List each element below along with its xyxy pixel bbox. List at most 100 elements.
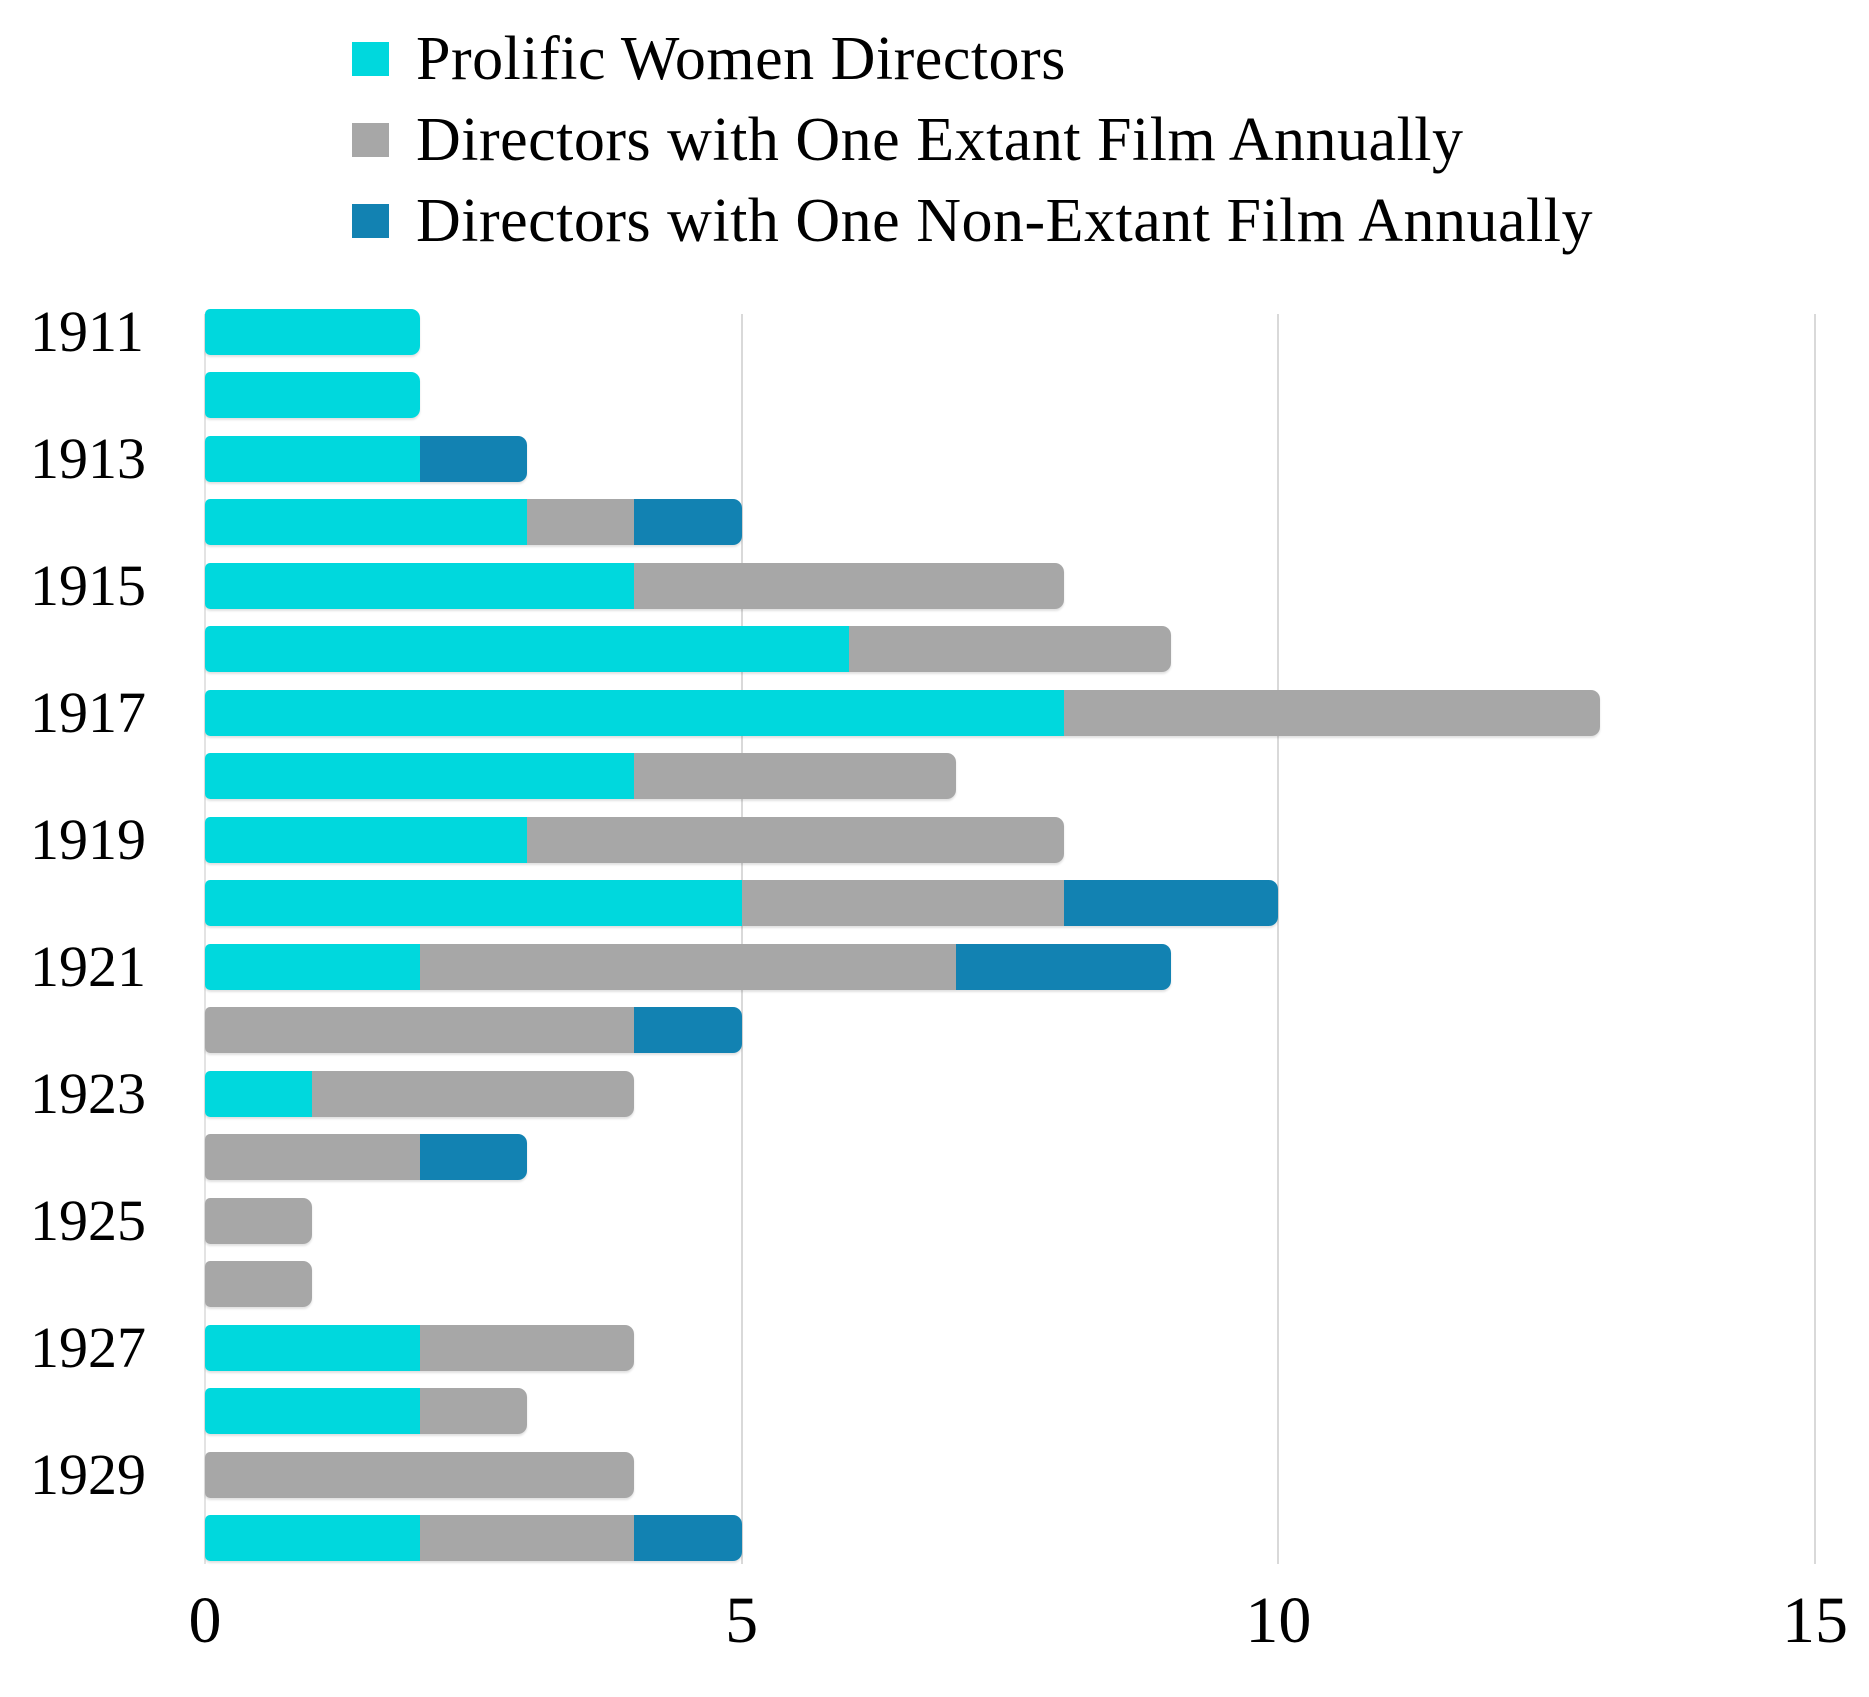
legend-swatch-icon xyxy=(352,41,389,76)
bar-row-1912 xyxy=(205,364,1815,428)
legend-swatch-icon xyxy=(352,203,389,238)
segment-prolific-women-directors-1919 xyxy=(205,816,527,863)
legend-label: Directors with One Extant Film Annually xyxy=(416,105,1464,174)
bar-row-1927 xyxy=(205,1316,1815,1380)
segment-prolific-women-directors-1911 xyxy=(205,308,420,355)
segment-prolific-women-directors-1918 xyxy=(205,753,635,800)
segment-directors-with-one-extant-film-annually-1917 xyxy=(1063,689,1601,736)
bar-row-1926 xyxy=(205,1253,1815,1317)
segment-prolific-women-directors-1915 xyxy=(205,562,635,609)
legend-swatch-icon xyxy=(352,122,389,157)
segment-directors-with-one-extant-film-annually-1916 xyxy=(849,626,1171,673)
segment-directors-with-one-non-extant-film-annually-1913 xyxy=(419,435,527,482)
y-axis-label-1925: 1925 xyxy=(30,1187,146,1253)
y-axis-label-1911: 1911 xyxy=(30,298,144,364)
segment-prolific-women-directors-1930 xyxy=(205,1515,420,1562)
y-axis-labels: 1911 1913 1915 1917 1919 1921 1923 1925 1927 1929 xyxy=(0,300,205,1570)
segment-directors-with-one-extant-film-annually-1923 xyxy=(312,1070,635,1117)
stacked-bar-1929 xyxy=(205,1451,635,1498)
y-axis-line xyxy=(204,314,206,1564)
segment-prolific-women-directors-1913 xyxy=(205,435,420,482)
segment-directors-with-one-non-extant-film-annually-1921 xyxy=(956,943,1171,990)
stacked-bar-1922 xyxy=(205,1007,742,1054)
stacked-bar-1913 xyxy=(205,435,527,482)
segment-directors-with-one-extant-film-annually-1930 xyxy=(419,1515,635,1562)
segment-directors-with-one-extant-film-annually-1921 xyxy=(419,943,957,990)
legend-label: Prolific Women Directors xyxy=(416,24,1066,93)
y-axis-label-1921: 1921 xyxy=(30,933,146,999)
bar-row-1918 xyxy=(205,745,1815,809)
bar-row-1913 xyxy=(205,427,1815,491)
bar-row-1916 xyxy=(205,618,1815,682)
bar-row-1915 xyxy=(205,554,1815,618)
y-axis-label-1913: 1913 xyxy=(30,425,146,491)
segment-directors-with-one-non-extant-film-annually-1930 xyxy=(634,1515,742,1562)
gridline-x-10 xyxy=(1277,314,1280,1564)
bar-row-1921 xyxy=(205,935,1815,999)
stacked-bar-1927 xyxy=(205,1324,635,1371)
legend-item-directors-with-one-extant-film-annually: Directors with One Extant Film Annually xyxy=(352,99,1593,180)
bar-row-1920 xyxy=(205,872,1815,936)
segment-directors-with-one-non-extant-film-annually-1920 xyxy=(1063,880,1279,927)
x-axis-label-10: 10 xyxy=(1245,1584,1312,1657)
bar-row-1911 xyxy=(205,300,1815,364)
segment-directors-with-one-extant-film-annually-1926 xyxy=(205,1261,313,1308)
bar-row-1922 xyxy=(205,999,1815,1063)
stacked-bar-1916 xyxy=(205,626,1171,673)
gridline-x-5 xyxy=(740,314,743,1564)
segment-directors-with-one-non-extant-film-annually-1914 xyxy=(634,499,742,546)
segment-prolific-women-directors-1923 xyxy=(205,1070,313,1117)
y-axis-label-1919: 1919 xyxy=(30,806,146,872)
stacked-bar-1911 xyxy=(205,308,420,355)
stacked-bar-1926 xyxy=(205,1261,313,1308)
segment-prolific-women-directors-1921 xyxy=(205,943,420,990)
segment-prolific-women-directors-1917 xyxy=(205,689,1064,736)
stacked-bar-1925 xyxy=(205,1197,313,1244)
segment-directors-with-one-non-extant-film-annually-1924 xyxy=(419,1134,527,1181)
legend-label: Directors with One Non-Extant Film Annua… xyxy=(416,186,1593,255)
bar-row-1914 xyxy=(205,491,1815,555)
legend-item-prolific-women-directors: Prolific Women Directors xyxy=(352,18,1593,99)
stacked-bar-1912 xyxy=(205,372,420,419)
x-axis-label-5: 5 xyxy=(725,1584,759,1657)
bar-row-1917 xyxy=(205,681,1815,745)
bar-row-1930 xyxy=(205,1507,1815,1571)
bar-row-1919 xyxy=(205,808,1815,872)
stacked-bar-1917 xyxy=(205,689,1601,736)
segment-directors-with-one-extant-film-annually-1922 xyxy=(205,1007,635,1054)
bar-row-1924 xyxy=(205,1126,1815,1190)
y-axis-label-1927: 1927 xyxy=(30,1314,146,1380)
segment-directors-with-one-extant-film-annually-1924 xyxy=(205,1134,420,1181)
segment-directors-with-one-extant-film-annually-1920 xyxy=(741,880,1064,927)
y-axis-label-1923: 1923 xyxy=(30,1060,146,1126)
legend-item-directors-with-one-non-extant-film-annually: Directors with One Non-Extant Film Annua… xyxy=(352,180,1593,261)
y-axis-label-1915: 1915 xyxy=(30,552,146,618)
segment-prolific-women-directors-1928 xyxy=(205,1388,420,1435)
stacked-bar-1915 xyxy=(205,562,1064,609)
legend: Prolific Women Directors Directors with O… xyxy=(352,18,1593,261)
bar-row-1928 xyxy=(205,1380,1815,1444)
segment-directors-with-one-extant-film-annually-1928 xyxy=(419,1388,527,1435)
y-axis-label-1917: 1917 xyxy=(30,679,146,745)
x-axis-label-15: 15 xyxy=(1782,1584,1848,1657)
x-axis-label-0: 0 xyxy=(188,1584,222,1657)
segment-prolific-women-directors-1916 xyxy=(205,626,849,673)
segment-directors-with-one-extant-film-annually-1918 xyxy=(634,753,957,800)
x-axis-labels: 0 5 10 15 xyxy=(189,1584,1849,1678)
stacked-bar-1921 xyxy=(205,943,1171,990)
segment-directors-with-one-extant-film-annually-1925 xyxy=(205,1197,313,1244)
segment-directors-with-one-extant-film-annually-1915 xyxy=(634,562,1064,609)
y-axis-label-1929: 1929 xyxy=(30,1441,146,1507)
stacked-bar-1924 xyxy=(205,1134,527,1181)
segment-prolific-women-directors-1920 xyxy=(205,880,742,927)
bar-row-1929 xyxy=(205,1443,1815,1507)
segment-directors-with-one-non-extant-film-annually-1922 xyxy=(634,1007,742,1054)
stacked-bar-1923 xyxy=(205,1070,635,1117)
segment-prolific-women-directors-1914 xyxy=(205,499,527,546)
stacked-bar-1930 xyxy=(205,1515,742,1562)
plot-area xyxy=(204,300,1816,1571)
bar-row-1925 xyxy=(205,1189,1815,1253)
segment-directors-with-one-extant-film-annually-1914 xyxy=(527,499,635,546)
stacked-bar-1920 xyxy=(205,880,1279,927)
stacked-bar-1928 xyxy=(205,1388,527,1435)
